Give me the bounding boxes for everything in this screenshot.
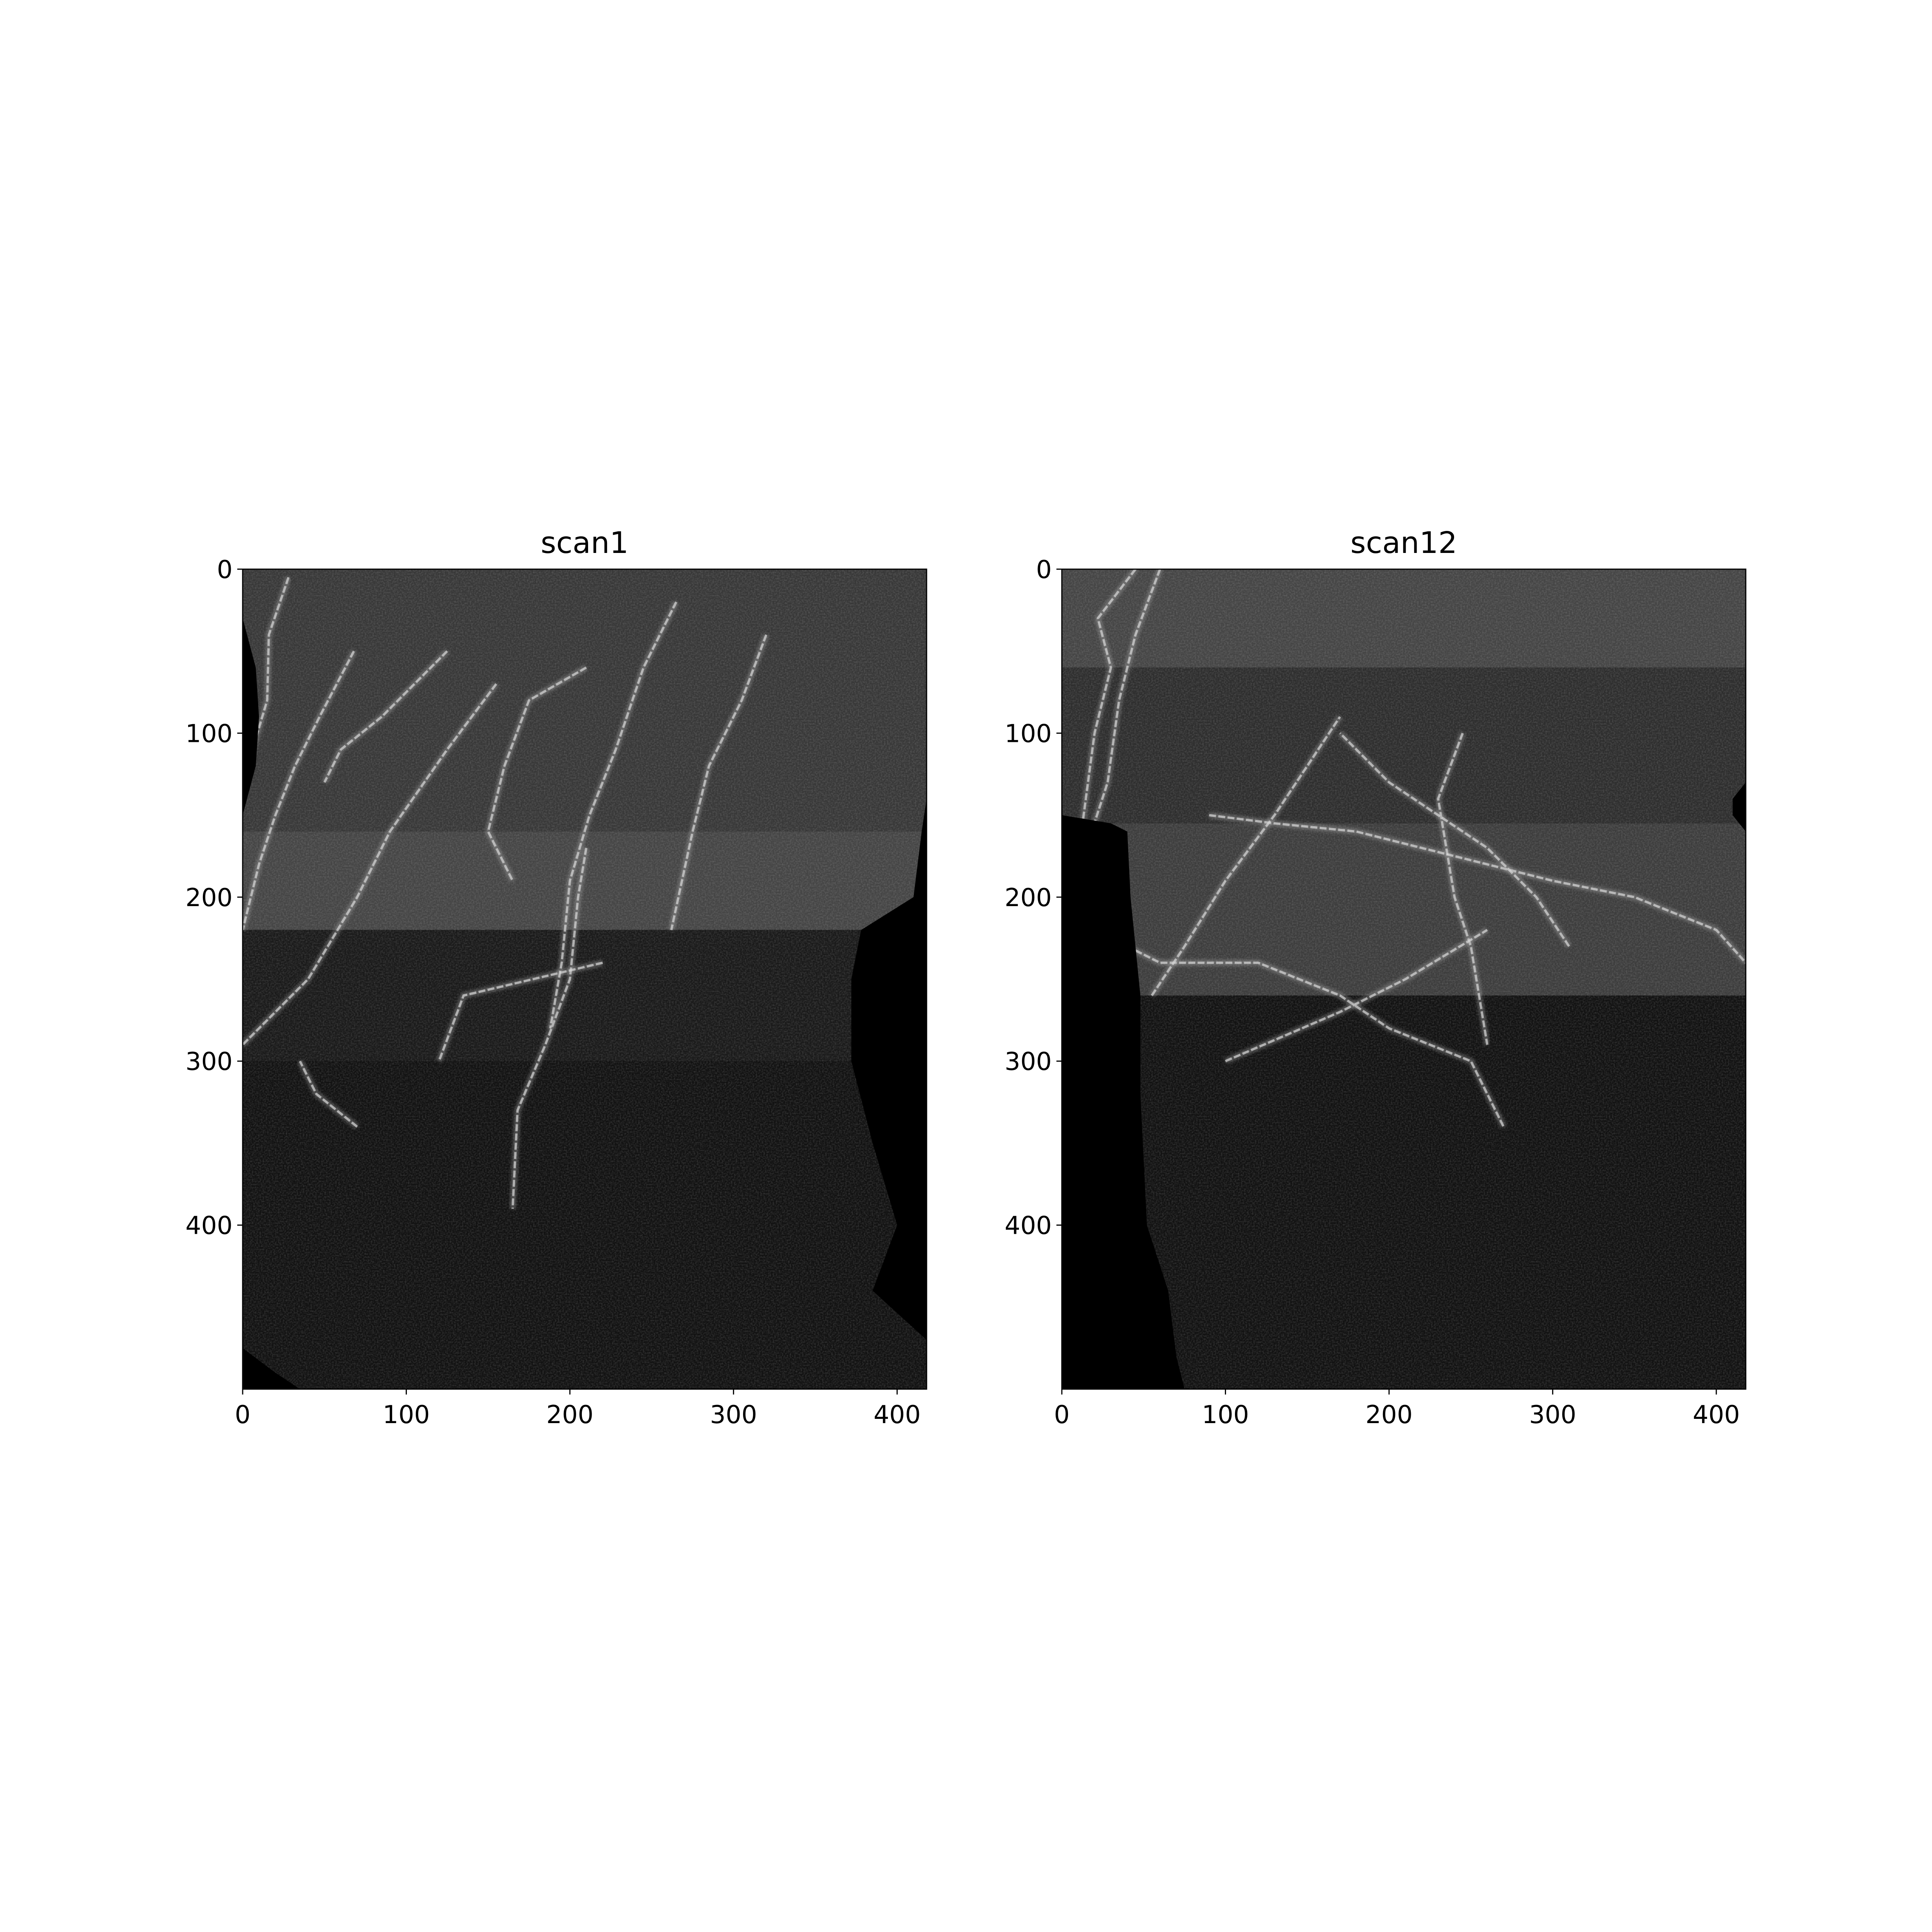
vessel-2 [243, 683, 497, 1046]
scan1-image [243, 569, 927, 1389]
vessel-7 [1225, 929, 1488, 1062]
x-tick-label: 0 [1054, 1401, 1070, 1429]
y-tick-label: 300 [1005, 1048, 1052, 1076]
y-tick-label: 0 [1036, 556, 1052, 584]
scan1-panel: scan1 0 100 200 300 400 0 100 200 300 400 [185, 526, 927, 1429]
y-tick-label: 200 [185, 884, 233, 912]
scan12-axes: 0 100 200 300 400 0 100 200 300 400 [1005, 556, 1747, 1429]
vessel-1 [243, 650, 355, 930]
vessel-6 [1339, 732, 1570, 947]
scan1-title: scan1 [541, 526, 628, 560]
vessel-7 [549, 601, 677, 1029]
x-tick-label: 200 [546, 1401, 594, 1429]
x-tick-label: 400 [874, 1401, 921, 1429]
y-tick-label: 400 [185, 1212, 233, 1240]
vessel-3 [323, 650, 448, 783]
y-tick-label: 100 [185, 719, 233, 748]
scan1-axes: 0 100 200 300 400 0 100 200 300 400 [185, 556, 927, 1429]
scan12-panel: scan12 0 100 200 300 400 0 100 200 300 400 [1005, 526, 1747, 1429]
vessel-9 [299, 1060, 358, 1128]
vessel-5 [1151, 716, 1341, 997]
x-tick-label: 0 [235, 1401, 251, 1429]
vessel-0 [243, 577, 290, 799]
speckle-texture [243, 569, 927, 1389]
x-tick-label: 100 [1202, 1401, 1249, 1429]
vessel-4 [1209, 814, 1746, 964]
y-tick-label: 100 [1005, 719, 1052, 748]
axes-frame [1061, 568, 1747, 1390]
vessel-3 [1437, 733, 1488, 1045]
x-tick-label: 300 [1529, 1401, 1576, 1429]
vessel-4 [487, 666, 587, 881]
y-tick-label: 200 [1005, 884, 1052, 912]
x-tick-label: 400 [1693, 1401, 1740, 1429]
y-tick-label: 0 [217, 556, 233, 584]
no-data-left [243, 569, 300, 1389]
x-tick-label: 300 [710, 1401, 757, 1429]
axes-frame [242, 568, 927, 1390]
vessel-2 [1127, 945, 1505, 1128]
y-tick-label: 300 [185, 1048, 233, 1076]
x-tick-label: 200 [1366, 1401, 1413, 1429]
y-tick-label: 400 [1005, 1212, 1052, 1240]
vessel-8 [670, 634, 767, 930]
no-data-right [851, 569, 927, 1389]
no-data-left [1062, 569, 1185, 1389]
scan12-title: scan12 [1350, 526, 1457, 560]
vessel-6 [438, 961, 603, 1062]
scan12-image [1062, 569, 1746, 1389]
x-tick-label: 100 [383, 1401, 430, 1429]
vessel-5 [511, 848, 588, 1209]
